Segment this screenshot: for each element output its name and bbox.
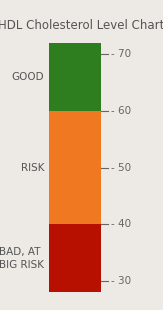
Text: - 70: - 70	[111, 49, 131, 59]
Text: - 30: - 30	[111, 276, 131, 286]
Text: - 40: - 40	[111, 219, 131, 229]
Bar	[49, 224, 101, 292]
Text: GOOD: GOOD	[11, 72, 44, 82]
Text: - 60: - 60	[111, 106, 131, 116]
Text: BAD, AT
BIG RISK: BAD, AT BIG RISK	[0, 247, 44, 270]
Text: HDL Cholesterol Level Chart: HDL Cholesterol Level Chart	[0, 19, 163, 32]
Bar	[49, 111, 101, 224]
Text: RISK: RISK	[21, 163, 44, 173]
Text: - 50: - 50	[111, 163, 131, 173]
Bar	[49, 43, 101, 111]
